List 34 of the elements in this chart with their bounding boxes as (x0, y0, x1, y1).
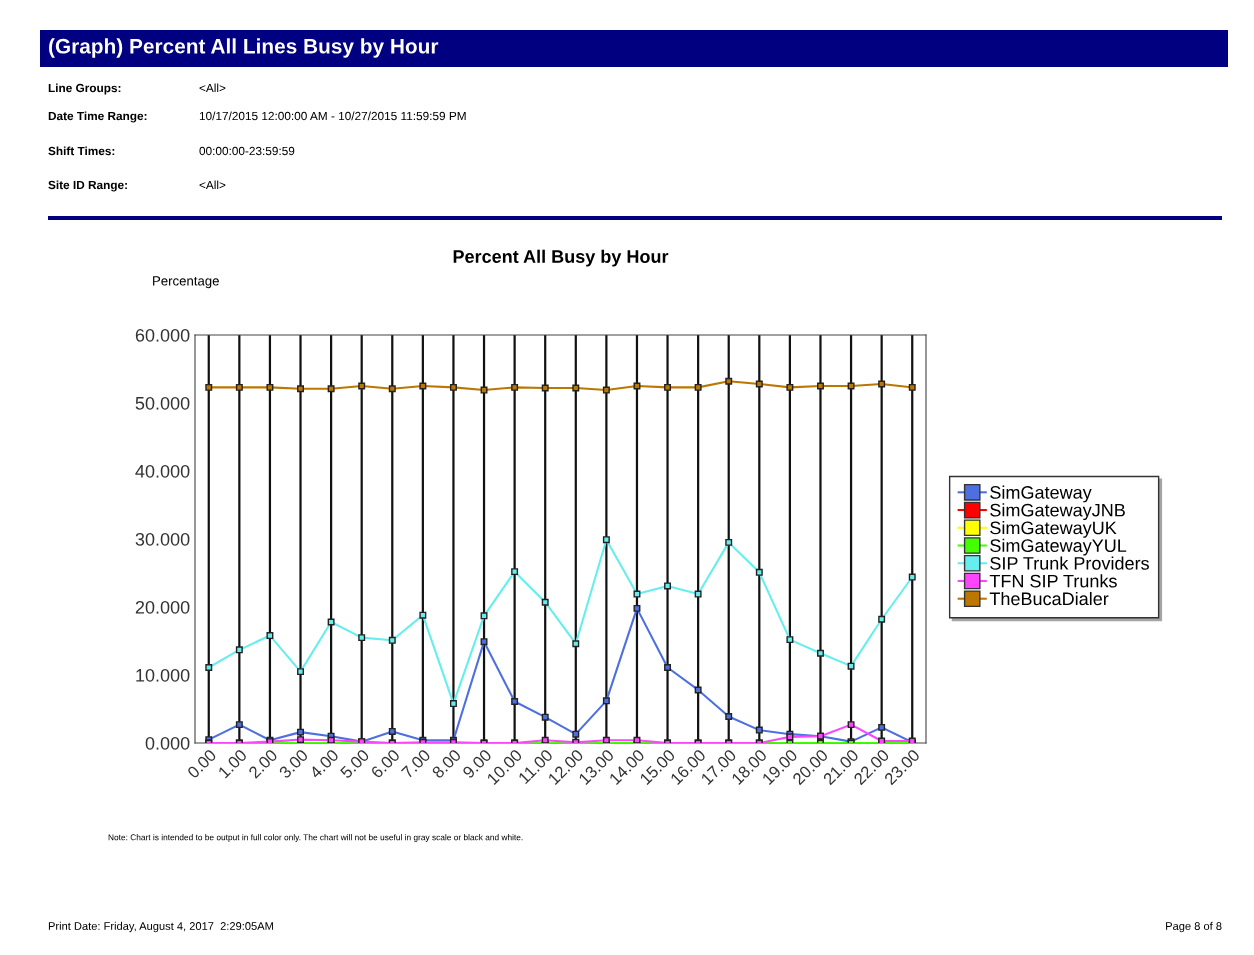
text: Shift Times: (48, 146, 115, 156)
text: <All> (199, 83, 226, 93)
text: <All> (199, 180, 226, 190)
y-axis-title: Percentage (153, 276, 219, 289)
x-tick-label: 3.00 (278, 748, 309, 779)
legend-label: SimGatewayYUL (990, 538, 1127, 556)
text: Line Groups: (48, 83, 121, 95)
text: Site ID Range: (48, 180, 127, 192)
y-tick-label: 0.000 (145, 736, 190, 750)
y-tick-label: 10.000 (136, 668, 190, 682)
text: 00:00:00-23:59:59 (199, 146, 295, 156)
text: 10/17/2015 12:00:00 AM - 10/27/2015 11:59:59 PM (199, 111, 466, 121)
text: Note: Chart is intended to be output in full color only. The chart will not be useful in gray scale or black and white. (108, 834, 523, 842)
y-tick-label: 20.000 (135, 600, 190, 614)
legend-label: TheBucaDialer (989, 591, 1109, 606)
text: Date Time Range: (48, 111, 147, 123)
legend-label: SimGateway (990, 485, 1092, 503)
chart-subtitle: Percent All Busy by Hour (453, 249, 669, 267)
x-tick-label: 4.00 (308, 748, 340, 780)
text: Print Date: Friday, August 4, 2017 2:29:05AM (48, 921, 273, 933)
legend-label: TFN SIP Trunks (989, 574, 1117, 588)
x-tick-label: 8.00 (431, 748, 462, 779)
y-tick-label: 50.000 (135, 396, 190, 410)
y-tick-label: 40.000 (135, 464, 190, 478)
y-tick-label: 60.000 (135, 328, 190, 342)
legend-label: SimGatewayUK (990, 521, 1117, 538)
text: Page 8 of 8 (1166, 921, 1222, 933)
x-tick-label: 5.00 (339, 748, 370, 779)
chart-title: (Graph) Percent All Lines Busy by Hour (49, 38, 439, 58)
y-tick-label: 30.000 (135, 532, 190, 546)
legend-label: SIP Trunk Providers (990, 556, 1149, 570)
x-tick-label: 7.00 (400, 748, 432, 779)
legend-label: SimGatewayJNB (990, 503, 1125, 521)
x-tick-label: 6.00 (370, 748, 401, 779)
